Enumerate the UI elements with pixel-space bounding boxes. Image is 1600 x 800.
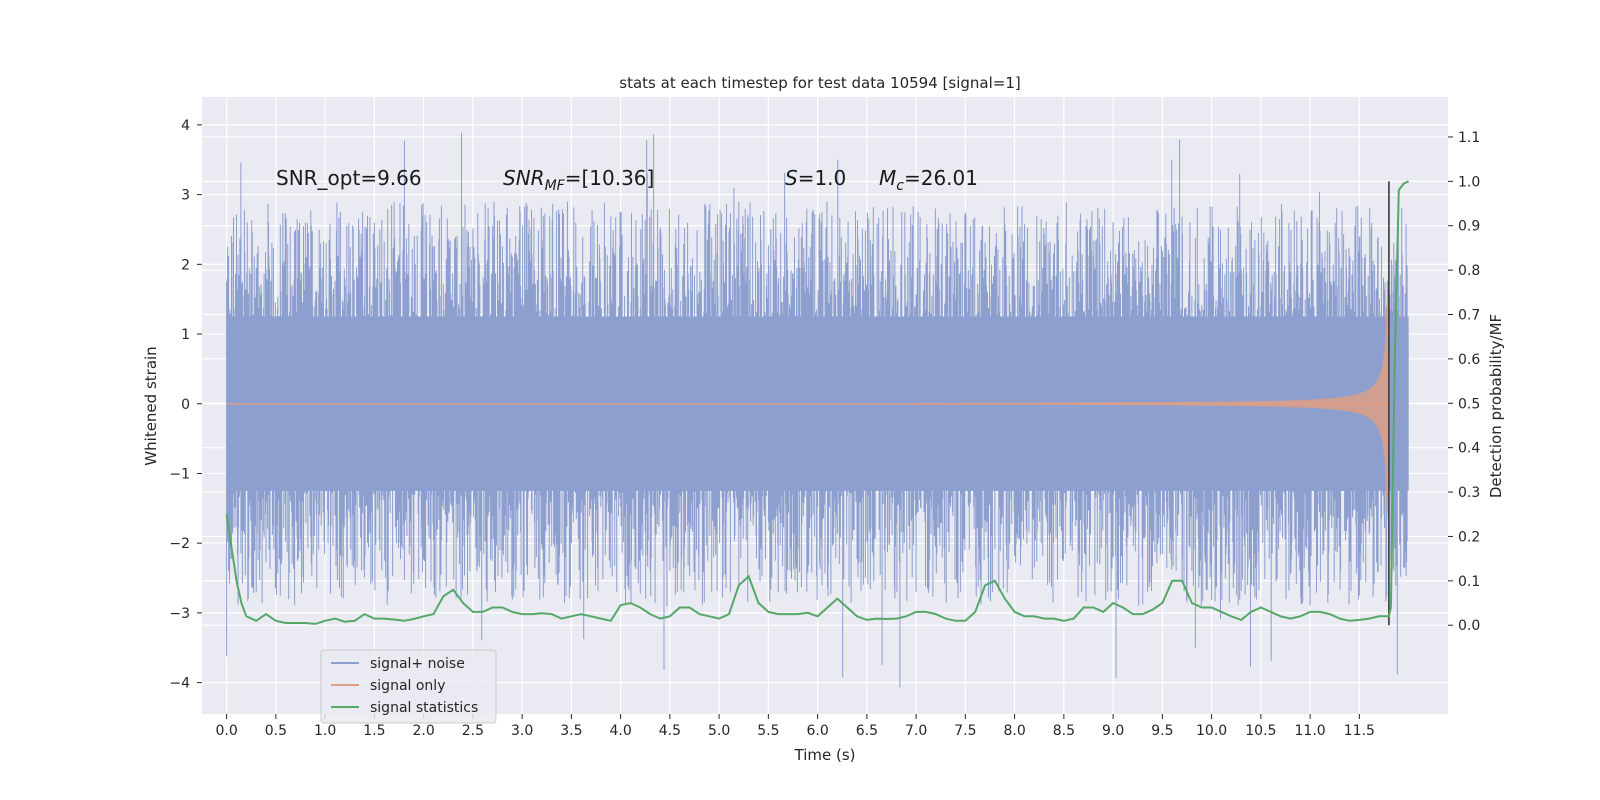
x-tick-label: 5.5 [757, 723, 779, 739]
y-tick-label: −1 [169, 466, 190, 482]
y-axis-ticks: 4 3 2 1 0 −1 −2 −3 −4 [169, 118, 202, 692]
x-tick-label: 9.5 [1151, 723, 1173, 739]
annotation-mc-value: =26.01 [904, 166, 978, 190]
annotation-s-symbol: S [785, 166, 798, 190]
x-tick-label: 1.5 [363, 723, 385, 739]
x-tick-label: 0.0 [215, 723, 237, 739]
x-tick-label: 11.5 [1344, 723, 1375, 739]
x-axis-ticks: 0.0 0.5 1.0 1.5 2.0 2.5 3.0 3.5 4.0 4.5 5.0 5.5 6.0 6… [215, 714, 1375, 739]
y2-tick-label: 0.0 [1458, 618, 1480, 634]
annotation-mc: Mc=26.01 [879, 166, 978, 194]
signal-statistics-series [225, 180, 1410, 625]
y2-tick-label: 0.4 [1458, 441, 1480, 457]
x-tick-label: 11.0 [1295, 723, 1326, 739]
legend-label-signal-only: signal only [370, 678, 445, 694]
x-tick-label: 9.0 [1102, 723, 1124, 739]
x-tick-label: 3.5 [560, 723, 582, 739]
annotation-snr-opt: SNR_opt=9.66 [276, 166, 422, 190]
y-tick-label: 3 [181, 188, 190, 204]
x-tick-label: 10.0 [1196, 723, 1227, 739]
y-tick-label: 4 [181, 118, 190, 134]
x-tick-label: 0.5 [265, 723, 287, 739]
chart-title: stats at each timestep for test data 105… [619, 74, 1020, 92]
y2-axis-label: Detection probability/MF [1487, 314, 1505, 498]
annotation-snr-mf-symbol: SNR [503, 166, 545, 190]
y-tick-label: −2 [169, 536, 190, 552]
legend-label-signal-noise: signal+ noise [370, 656, 465, 672]
x-tick-label: 1.0 [314, 723, 336, 739]
x-tick-label: 8.5 [1053, 723, 1075, 739]
legend-label-signal-statistics: signal statistics [370, 700, 478, 716]
y-tick-label: 2 [181, 257, 190, 273]
y2-tick-label: 0.3 [1458, 485, 1480, 501]
y2-tick-label: 0.8 [1458, 263, 1480, 279]
legend-box [320, 649, 497, 724]
y-tick-label: 1 [181, 327, 190, 343]
x-tick-label: 5.0 [708, 723, 730, 739]
y-tick-label: 0 [181, 397, 190, 413]
annotation-snr-mf-subscript: MF [545, 178, 566, 194]
x-tick-label: 8.0 [1003, 723, 1025, 739]
y2-tick-label: 0.9 [1458, 219, 1480, 235]
annotation-mc-subscript: c [896, 178, 904, 194]
y2-tick-label: 0.6 [1458, 352, 1480, 368]
x-tick-label: 6.5 [856, 723, 878, 739]
legend: signal+ noise signal only signal statist… [320, 649, 497, 724]
y2-tick-label: 0.2 [1458, 529, 1480, 545]
x-tick-label: 6.0 [806, 723, 828, 739]
annotation-snr-mf-value: =[10.36] [565, 166, 655, 190]
x-tick-label: 2.0 [412, 723, 434, 739]
x-axis-label: Time (s) [794, 746, 856, 764]
y2-tick-label: 1.0 [1458, 174, 1480, 190]
y-tick-label: −3 [169, 606, 190, 622]
y-axis-label: Whitened strain [142, 346, 160, 465]
x-tick-label: 3.0 [511, 723, 533, 739]
x-tick-label: 7.0 [905, 723, 927, 739]
y2-tick-label: 0.5 [1458, 396, 1480, 412]
x-tick-label: 2.5 [462, 723, 484, 739]
annotation-mc-symbol: M [879, 166, 896, 190]
x-tick-label: 4.0 [609, 723, 631, 739]
annotation-s: S=1.0 [785, 166, 846, 190]
y2-tick-label: 1.1 [1458, 130, 1480, 146]
y2-tick-label: 0.1 [1458, 574, 1480, 590]
x-tick-label: 4.5 [659, 723, 681, 739]
annotation-s-value: =1.0 [798, 166, 847, 190]
y-tick-label: −4 [169, 676, 190, 692]
y2-axis-ticks: 1.1 1.0 0.9 0.8 0.7 0.6 0.5 0.4 0.3 0.2 0.1 0.0 [1448, 130, 1480, 634]
signal-only-series [226, 287, 1389, 520]
x-tick-label: 7.5 [954, 723, 976, 739]
annotation-snr-mf: SNRMF=[10.36] [503, 166, 654, 194]
y2-tick-label: 0.7 [1458, 308, 1480, 324]
x-tick-label: 10.5 [1245, 723, 1276, 739]
